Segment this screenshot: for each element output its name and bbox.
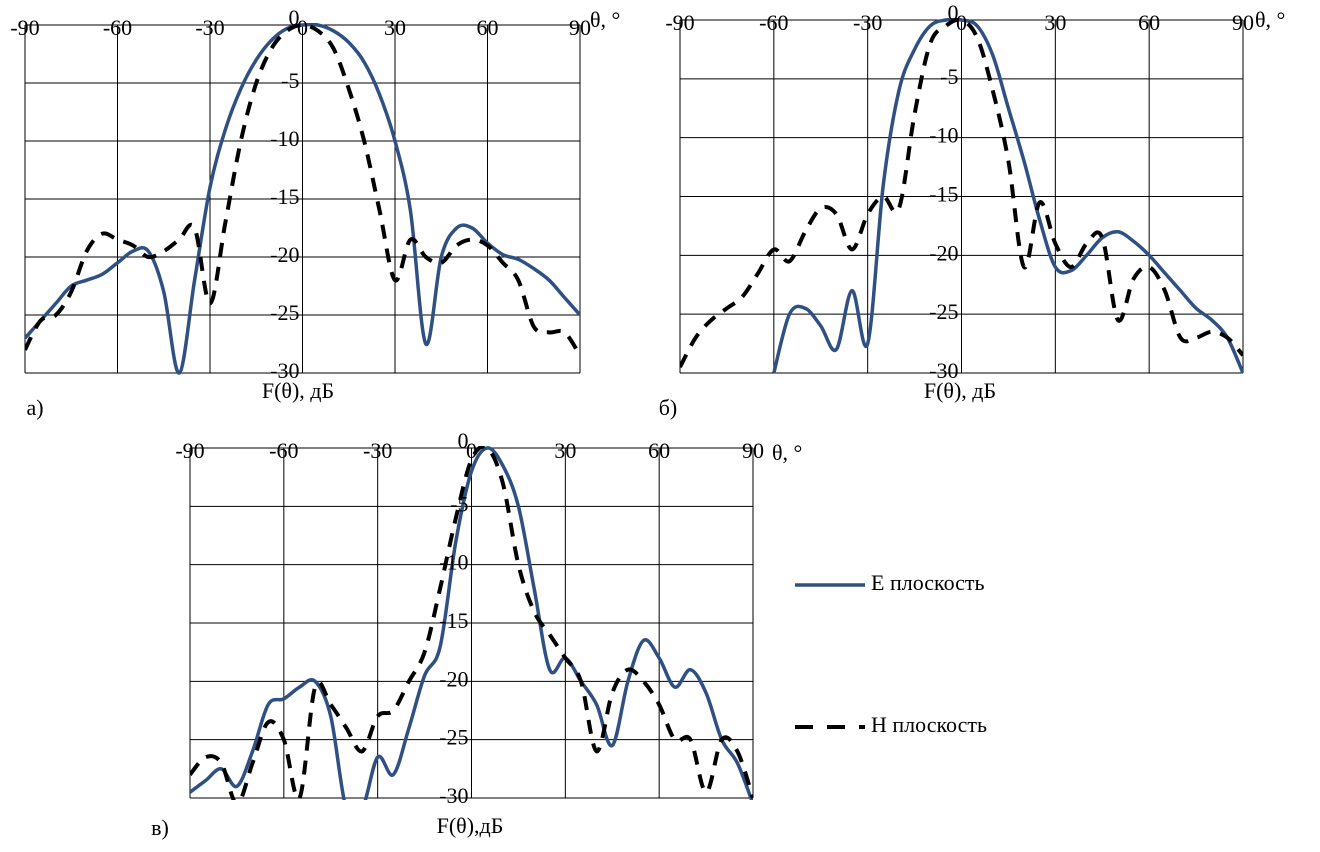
y-tick-label: -10 [270,126,299,151]
x-tick-label: 30 [384,15,406,40]
series-line [190,446,753,800]
series-line [25,23,580,357]
y-tick-label: -5 [281,68,299,93]
panel-label: а) [26,395,43,420]
x-tick-label: -90 [10,15,39,40]
x-tick-label: -60 [269,438,298,463]
series-line [680,18,1243,369]
panel-label: в) [151,815,169,840]
chart: 0 -5 -10 -15 -20 -25 -30 -90 -60 -30 0 30 60 90 θ, ° F(… [151,428,987,840]
x-tick-label: -90 [665,10,694,35]
y-tick-label: -15 [439,608,468,633]
y-tick-label: -5 [450,491,468,516]
x-tick-label: -30 [853,10,882,35]
x-tick-label: 0 [297,15,308,40]
y-tick-label: -30 [270,358,299,383]
x-tick-label: -90 [175,438,204,463]
y-tick-label: 0 [948,0,959,25]
x-tick-label: 30 [554,438,576,463]
y-tick-label: -20 [270,242,299,267]
x-tick-label: -60 [759,10,788,35]
x-tick-label: 60 [1138,10,1160,35]
y-tick-label: -25 [929,299,958,324]
y-tick-label: -30 [929,358,958,383]
x-tick-label: 90 [569,15,591,40]
y-tick-label: -25 [439,725,468,750]
x-axis-label: θ, ° [1255,7,1285,32]
y-tick-label: -15 [270,184,299,209]
x-tick-label: -30 [363,438,392,463]
legend-label: H плоскость [871,712,987,737]
x-axis-label: θ, ° [590,7,620,32]
x-tick-label: 30 [1044,10,1066,35]
legend-label: E плоскость [871,570,985,595]
chart: 0 -5 -10 -15 -20 -25 -30 -90 -60 -30 0 30 60 90 θ, ° F(… [659,0,1286,420]
y-tick-label: -15 [929,182,958,207]
y-tick-label: -25 [270,300,299,325]
y-axis-label: F(θ), дБ [924,378,996,403]
series-line [25,23,580,375]
x-tick-label: 60 [648,438,670,463]
x-tick-label: 60 [477,15,499,40]
x-tick-label: -60 [103,15,132,40]
y-tick-label: -10 [929,123,958,148]
y-tick-label: -20 [929,240,958,265]
x-tick-label: 0 [956,10,967,35]
y-tick-label: -5 [940,64,958,89]
chart: 0 -5 -10 -15 -20 -25 -30 -90 -60 -30 0 30 60 90 θ, ° F(… [10,5,620,420]
y-tick-label: 0 [289,5,300,30]
panel-label: б) [659,395,678,420]
y-axis-label: F(θ), дБ [262,378,334,403]
y-tick-label: -20 [439,666,468,691]
x-axis-label: θ, ° [772,440,802,465]
x-tick-label: 90 [742,438,764,463]
y-tick-label: 0 [458,428,469,453]
series-line [190,446,753,800]
x-tick-label: -30 [195,15,224,40]
y-tick-label: -10 [439,550,468,575]
y-tick-label: -30 [439,783,468,808]
y-axis-label: F(θ),дБ [437,813,504,838]
x-tick-label: 0 [466,438,477,463]
series-line [772,18,1243,374]
x-tick-label: 90 [1232,10,1254,35]
